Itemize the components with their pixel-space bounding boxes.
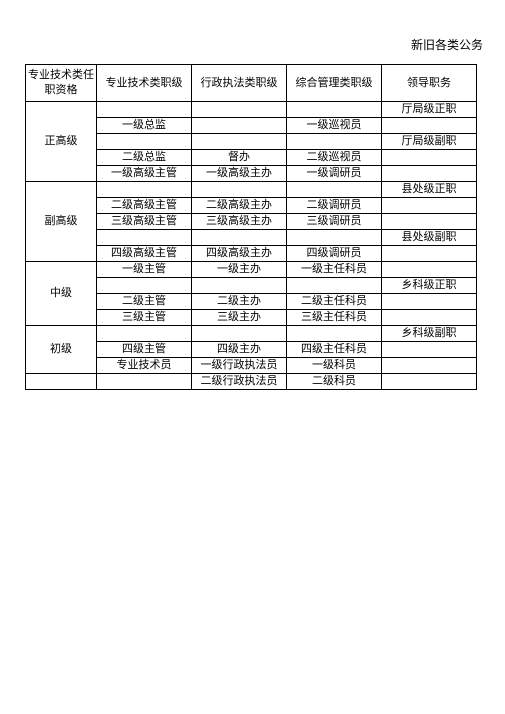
cell: [192, 134, 287, 150]
cell: 二级主管: [97, 294, 192, 310]
th-qualification: 专业技术类任职资格: [26, 65, 97, 102]
cell: [382, 214, 477, 230]
cell: 二级高级主管: [97, 198, 192, 214]
cell: [287, 134, 382, 150]
cell: [287, 278, 382, 294]
th-enforcement-rank: 行政执法类职级: [192, 65, 287, 102]
cell: 三级调研员: [287, 214, 382, 230]
cell: 二级行政执法员: [192, 374, 287, 390]
cell: 四级高级主管: [97, 246, 192, 262]
cell: [192, 102, 287, 118]
cell: 厅局级正职: [382, 102, 477, 118]
cell: 专业技术员: [97, 358, 192, 374]
cell: [382, 198, 477, 214]
cell: [287, 182, 382, 198]
cell: 县处级副职: [382, 230, 477, 246]
cell-mid: 中级: [26, 262, 97, 326]
cell: [97, 326, 192, 342]
cell: [97, 278, 192, 294]
cell: 一级行政执法员: [192, 358, 287, 374]
cell: 三级主任科员: [287, 310, 382, 326]
cell: [382, 310, 477, 326]
cell: 一级巡视员: [287, 118, 382, 134]
cell: [287, 102, 382, 118]
cell: [382, 374, 477, 390]
cell: [382, 118, 477, 134]
cell: 一级高级主管: [97, 166, 192, 182]
cell: [97, 182, 192, 198]
cell: 一级调研员: [287, 166, 382, 182]
cell: 二级巡视员: [287, 150, 382, 166]
cell: 三级主办: [192, 310, 287, 326]
cell: [97, 102, 192, 118]
cell: 一级主管: [97, 262, 192, 278]
cell: [192, 230, 287, 246]
cell: 二级调研员: [287, 198, 382, 214]
cell: [287, 230, 382, 246]
cell: [192, 278, 287, 294]
cell: 四级主管: [97, 342, 192, 358]
cell: 乡科级正职: [382, 278, 477, 294]
cell: [382, 342, 477, 358]
th-leadership: 领导职务: [382, 65, 477, 102]
cell: 一级主任科员: [287, 262, 382, 278]
cell: 二级科员: [287, 374, 382, 390]
cell: 四级主任科员: [287, 342, 382, 358]
cell: [192, 118, 287, 134]
cell: [26, 374, 97, 390]
th-professional-rank: 专业技术类职级: [97, 65, 192, 102]
cell-junior: 初级: [26, 326, 97, 374]
cell: [382, 166, 477, 182]
cell: [382, 246, 477, 262]
cell: 一级主办: [192, 262, 287, 278]
cell: 一级总监: [97, 118, 192, 134]
cell: 乡科级副职: [382, 326, 477, 342]
cell-senior-high: 正高级: [26, 102, 97, 182]
cell: [382, 262, 477, 278]
cell: 四级高级主办: [192, 246, 287, 262]
cell: 一级高级主办: [192, 166, 287, 182]
cell: 四级调研员: [287, 246, 382, 262]
cell-deputy-high: 副高级: [26, 182, 97, 262]
cell: [97, 374, 192, 390]
cell: 二级总监: [97, 150, 192, 166]
cell: 厅局级副职: [382, 134, 477, 150]
cell: [287, 326, 382, 342]
cell: 二级高级主办: [192, 198, 287, 214]
cell: [97, 134, 192, 150]
cell: 一级科员: [287, 358, 382, 374]
cell: 三级主管: [97, 310, 192, 326]
cell: [192, 326, 287, 342]
cell: [192, 182, 287, 198]
th-management-rank: 综合管理类职级: [287, 65, 382, 102]
cell: 督办: [192, 150, 287, 166]
cell: [382, 150, 477, 166]
cell: [382, 358, 477, 374]
cell: 二级主办: [192, 294, 287, 310]
page-title: 新旧各类公务: [411, 36, 483, 53]
cell: 二级主任科员: [287, 294, 382, 310]
cell: 三级高级主办: [192, 214, 287, 230]
cell: [382, 294, 477, 310]
cell: 三级高级主管: [97, 214, 192, 230]
cell: 县处级正职: [382, 182, 477, 198]
rank-table: 专业技术类任职资格 专业技术类职级 行政执法类职级 综合管理类职级 领导职务 正…: [25, 64, 477, 390]
cell: 四级主办: [192, 342, 287, 358]
cell: [97, 230, 192, 246]
